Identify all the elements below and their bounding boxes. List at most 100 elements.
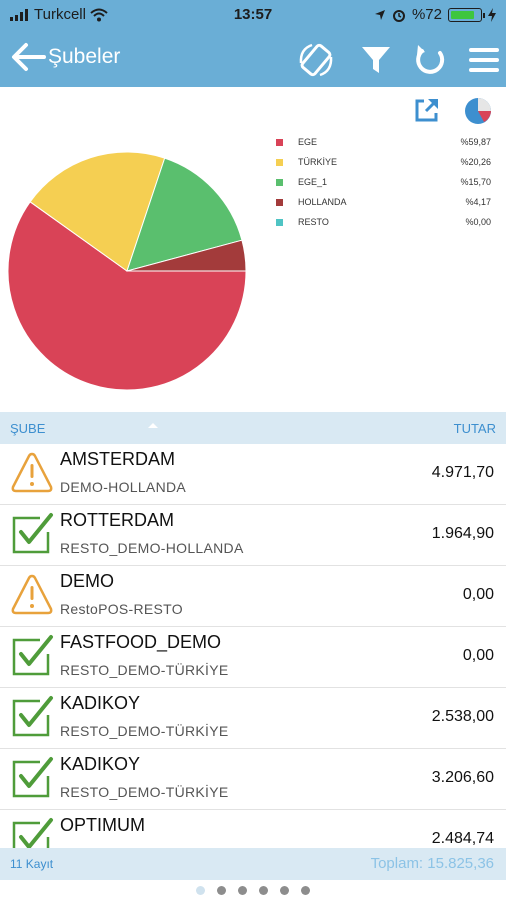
branch-name: DEMO xyxy=(60,571,114,591)
page-dot[interactable] xyxy=(196,885,205,895)
chart-panel: EGE %59,87 TÜRKİYE %20,26 EGE_1 %15,70 HOLLAND… xyxy=(0,87,506,412)
legend-item: RESTO %0,00 xyxy=(276,215,496,235)
legend-label: EGE xyxy=(298,137,318,147)
legend-value: %59,87 xyxy=(460,137,491,147)
legend-swatch xyxy=(276,159,283,166)
filter-button[interactable] xyxy=(356,40,396,80)
branch-group: RESTO_DEMO-HOLLANDA xyxy=(60,540,244,556)
legend-value: %15,70 xyxy=(460,177,491,187)
branch-amount: 2.484,74 xyxy=(431,830,494,847)
branch-group: RESTO_DEMO-TÜRKİYE xyxy=(60,662,229,678)
branch-amount: 2.538,00 xyxy=(431,708,494,725)
page-dot[interactable] xyxy=(217,885,226,895)
pie-slice-t-rki-ye[interactable] xyxy=(29,151,166,272)
pie-slice-ege-1[interactable] xyxy=(126,157,243,272)
legend-item: EGE %59,87 xyxy=(276,135,496,155)
branch-amount: 0,00 xyxy=(462,586,494,603)
check-icon xyxy=(10,634,54,678)
page-dot[interactable] xyxy=(301,885,310,895)
page-dot[interactable] xyxy=(238,885,247,895)
legend-swatch xyxy=(276,199,283,206)
check-icon xyxy=(10,817,54,848)
branch-name: KADIKOY xyxy=(60,693,141,713)
warning-icon xyxy=(10,451,54,495)
check-icon xyxy=(10,756,54,800)
page-indicator[interactable] xyxy=(0,880,506,900)
table-row[interactable]: FASTFOOD_DEMO RESTO_DEMO-TÜRKİYE 0,00 xyxy=(0,627,506,688)
branch-amount: 0,00 xyxy=(462,647,494,664)
charging-icon xyxy=(488,7,496,22)
legend-label: EGE_1 xyxy=(298,177,328,187)
pie-chart[interactable] xyxy=(0,87,270,412)
column-amount-header[interactable]: TUTAR xyxy=(453,421,496,436)
legend-item: HOLLANDA %4,17 xyxy=(276,195,496,215)
menu-button[interactable] xyxy=(464,40,504,80)
clock: 13:57 xyxy=(233,6,273,23)
filter-icon xyxy=(362,47,390,73)
branch-group: DEMO-HOLLANDA xyxy=(60,479,187,495)
wifi-icon xyxy=(90,8,108,21)
table-row[interactable]: AMSTERDAM DEMO-HOLLANDA 4.971,70 xyxy=(0,444,506,505)
page-title: Şubeler xyxy=(48,45,121,68)
legend-swatch xyxy=(276,139,283,146)
rotate-button[interactable] xyxy=(296,40,336,80)
alarm-icon xyxy=(392,9,405,22)
carrier: Turkcell xyxy=(10,6,108,23)
check-icon xyxy=(10,695,54,739)
branch-name: ROTTERDAM xyxy=(60,510,174,530)
total-amount: Toplam: 15.825,36 xyxy=(370,855,494,872)
branch-name: AMSTERDAM xyxy=(60,449,176,469)
refresh-button[interactable] xyxy=(410,40,450,80)
carrier-label: Turkcell xyxy=(34,6,86,23)
legend-label: RESTO xyxy=(298,217,329,227)
battery-icon xyxy=(448,7,485,22)
legend-swatch xyxy=(276,179,283,186)
list-header[interactable]: ŞUBE TUTAR xyxy=(0,412,506,444)
refresh-icon xyxy=(416,45,445,74)
branch-group: RESTO_DEMO-TÜRKİYE xyxy=(60,784,229,800)
list-footer: 11 Kayıt Toplam: 15.825,36 xyxy=(0,848,506,880)
rotate-device-icon xyxy=(299,43,333,77)
branch-name: OPTIMUM xyxy=(60,815,145,835)
column-branch-header[interactable]: ŞUBE xyxy=(10,421,46,436)
battery-percent: %72 xyxy=(411,6,442,23)
branch-list[interactable]: AMSTERDAM DEMO-HOLLANDA 4.971,70 ROTTERDAM R… xyxy=(0,444,506,848)
legend-item: EGE_1 %15,70 xyxy=(276,175,496,195)
table-row[interactable]: OPTIMUM 2.484,74 xyxy=(0,810,506,848)
page-dot[interactable] xyxy=(280,885,289,895)
legend-swatch xyxy=(276,219,283,226)
chart-type-icon[interactable] xyxy=(462,95,494,127)
branch-group: RestoPOS-RESTO xyxy=(60,601,183,617)
legend-label: HOLLANDA xyxy=(298,197,347,207)
table-row[interactable]: KADIKOY RESTO_DEMO-TÜRKİYE 2.538,00 xyxy=(0,688,506,749)
legend-value: %20,26 xyxy=(460,157,491,167)
branch-name: KADIKOY xyxy=(60,754,141,774)
pie-slice-hollanda[interactable] xyxy=(126,239,247,272)
legend-value: %4,17 xyxy=(465,197,491,207)
branch-name: FASTFOOD_DEMO xyxy=(60,632,222,652)
legend-value: %0,00 xyxy=(465,217,491,227)
record-count: 11 Kayıt xyxy=(10,857,54,871)
pie-slice-ege[interactable] xyxy=(7,201,247,391)
export-icon[interactable] xyxy=(414,97,440,123)
page-dot[interactable] xyxy=(259,885,268,895)
location-icon xyxy=(374,9,385,20)
table-row[interactable]: KADIKOY RESTO_DEMO-TÜRKİYE 3.206,60 xyxy=(0,749,506,810)
sort-up-icon xyxy=(148,423,158,428)
status-right: %72 xyxy=(374,6,496,23)
legend-label: TÜRKİYE xyxy=(298,157,338,167)
status-bar: Turkcell 13:57 %72 xyxy=(0,0,506,30)
warning-icon xyxy=(10,573,54,617)
chart-legend: EGE %59,87 TÜRKİYE %20,26 EGE_1 %15,70 HOLLAND… xyxy=(276,135,496,235)
back-arrow-icon xyxy=(12,43,46,71)
legend-item: TÜRKİYE %20,26 xyxy=(276,155,496,175)
branch-group: RESTO_DEMO-TÜRKİYE xyxy=(60,723,229,739)
signal-icon xyxy=(10,8,28,21)
table-row[interactable]: ROTTERDAM RESTO_DEMO-HOLLANDA 1.964,90 xyxy=(0,505,506,566)
menu-icon xyxy=(469,48,499,72)
navbar: Şubeler xyxy=(0,30,506,87)
branch-amount: 3.206,60 xyxy=(431,769,494,786)
back-button[interactable]: Şubeler xyxy=(10,42,120,72)
branch-amount: 1.964,90 xyxy=(431,525,494,542)
table-row[interactable]: DEMO RestoPOS-RESTO 0,00 xyxy=(0,566,506,627)
